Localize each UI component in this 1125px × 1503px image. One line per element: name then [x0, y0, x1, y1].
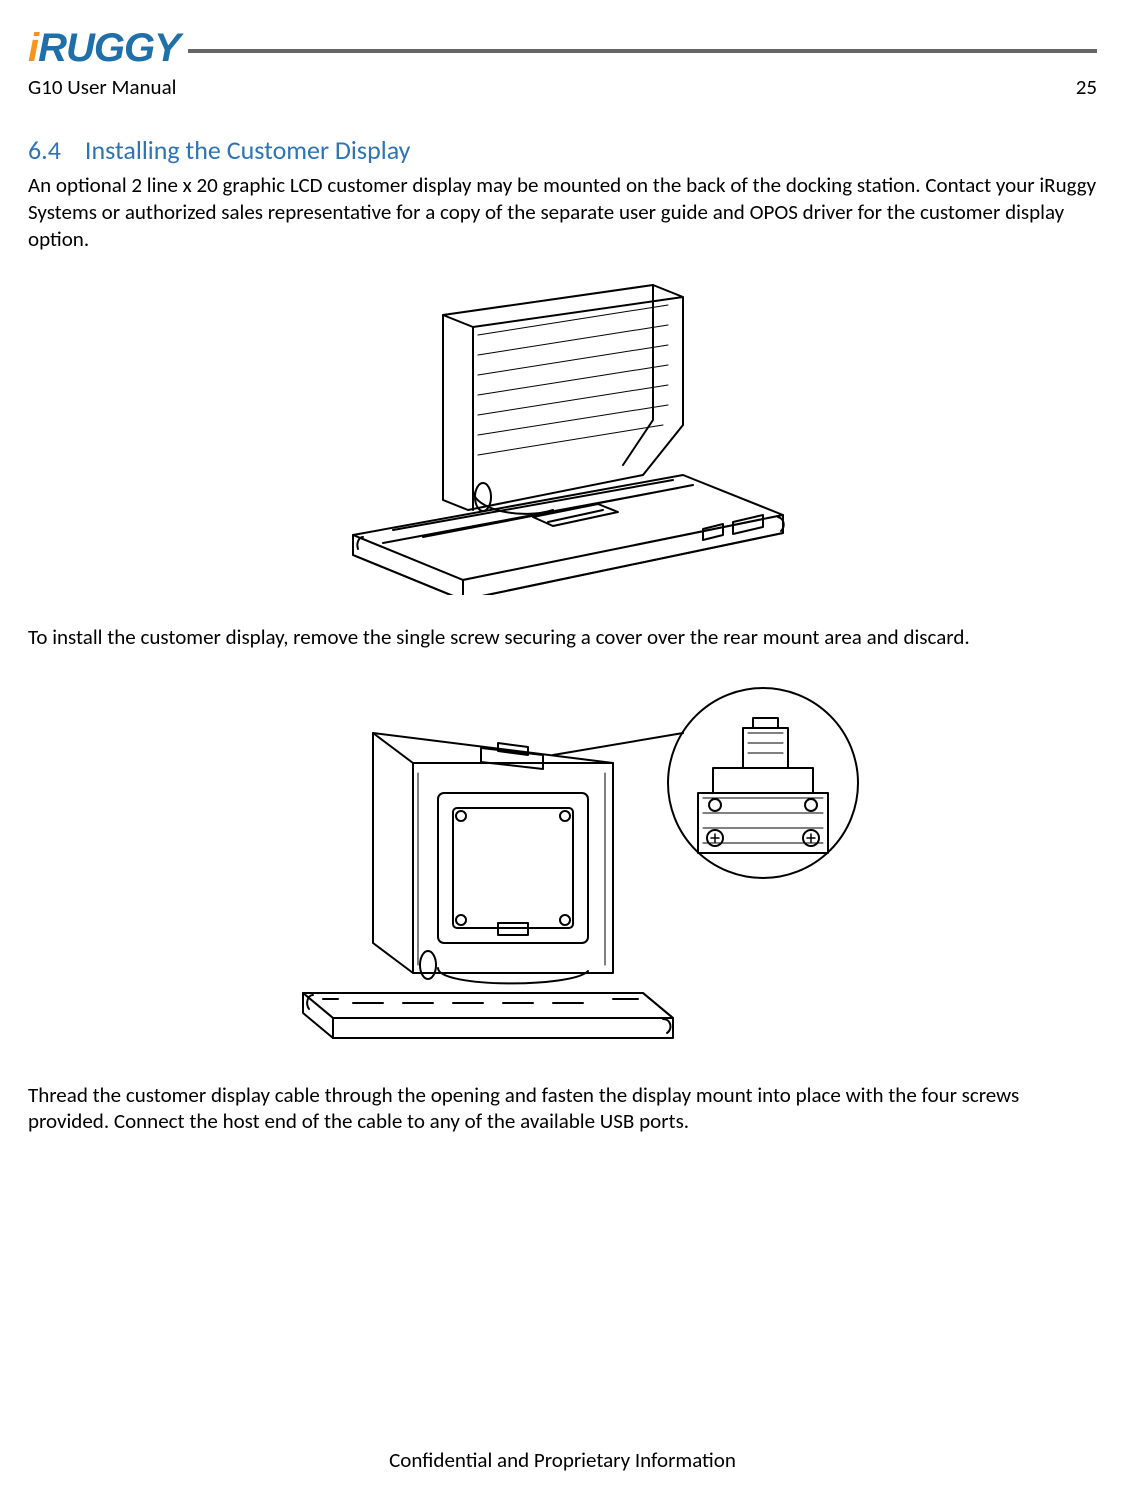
section-number: 6.4	[28, 134, 61, 166]
page-footer: Confidential and Proprietary Information	[0, 1447, 1125, 1473]
header-rule	[188, 49, 1097, 53]
brand-header: i RUGGY	[28, 28, 1097, 68]
step1-paragraph: To install the customer display, remove …	[28, 624, 1097, 651]
figure-docking-display-mount	[28, 673, 1097, 1058]
docking-station-rear-cover-icon	[323, 275, 803, 595]
doc-title: G10 User Manual	[28, 74, 176, 100]
step2-paragraph: Thread the customer display cable throug…	[28, 1082, 1097, 1136]
brand-logo: i RUGGY	[28, 28, 180, 68]
docking-station-display-mount-icon	[243, 673, 883, 1053]
section-heading: 6.4 Installing the Customer Display	[28, 134, 1097, 166]
logo-prefix: i	[28, 28, 38, 68]
doc-header: G10 User Manual 25	[28, 74, 1097, 100]
footer-text: Confidential and Proprietary Information	[389, 1447, 736, 1473]
section-title: Installing the Customer Display	[85, 134, 411, 166]
figure-docking-rear-cover	[28, 275, 1097, 600]
intro-paragraph: An optional 2 line x 20 graphic LCD cust…	[28, 172, 1097, 253]
page-number: 25	[1076, 74, 1097, 100]
logo-rest: RUGGY	[38, 28, 180, 68]
